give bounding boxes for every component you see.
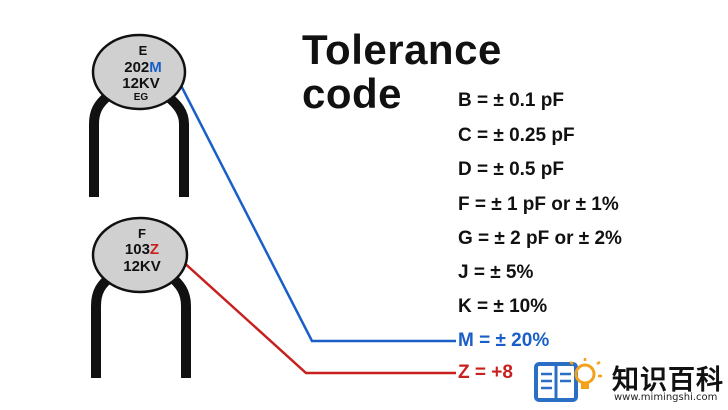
- red-connector-line: [169, 249, 456, 375]
- code-item-g: G = ± 2 pF or ± 2%: [458, 228, 622, 249]
- code-item-d: D = ± 0.5 pF: [458, 159, 564, 180]
- code-item-c: C = ± 0.25 pF: [458, 125, 575, 146]
- capacitor-top-line2: 202M: [124, 59, 162, 76]
- capacitor-bottom-line2: 103Z: [125, 241, 159, 258]
- capacitor-bottom: F 103Z 12KV: [91, 216, 191, 378]
- code-item-m: M = ± 20%: [458, 330, 550, 351]
- capacitor-top-right-leg: [163, 92, 189, 197]
- logo-name: 知识百科: [612, 365, 724, 396]
- title-line1: Tolerance: [302, 26, 502, 73]
- capacitor-bottom-right-leg: [166, 272, 191, 378]
- book-lightbulb-icon: [534, 358, 602, 402]
- capacitor-top-value: 202: [124, 59, 149, 76]
- code-item-k: K = ± 10%: [458, 296, 548, 317]
- capacitor-top-line4: EG: [134, 92, 149, 103]
- code-item-z: Z = +8: [458, 362, 513, 383]
- capacitor-bottom-body: [91, 216, 189, 294]
- blue-connector-line: [169, 65, 456, 343]
- capacitor-top-tolerance-code: M: [149, 59, 162, 76]
- capacitor-bottom-line3: 12KV: [123, 258, 161, 275]
- capacitor-bottom-tolerance-code: Z: [150, 241, 159, 258]
- title-line2: code: [302, 70, 403, 117]
- capacitor-top: E 202M 12KV EG: [89, 33, 189, 197]
- capacitor-bottom-value: 103: [125, 241, 150, 258]
- code-item-f: F = ± 1 pF or ± 1%: [458, 194, 619, 215]
- capacitor-top-line1: E: [139, 43, 148, 58]
- title: Tolerance code: [302, 28, 502, 116]
- capacitor-bottom-line1: F: [138, 226, 146, 241]
- capacitor-top-line3: 12KV: [122, 75, 160, 92]
- capacitor-top-body: [91, 33, 187, 111]
- watermark-logo: 知识百科 www.mimingshi.com: [528, 352, 728, 410]
- logo-url: www.mimingshi.com: [614, 392, 718, 403]
- code-item-b: B = ± 0.1 pF: [458, 90, 564, 111]
- capacitor-bottom-left-leg: [91, 271, 116, 378]
- code-item-j: J = ± 5%: [458, 262, 534, 283]
- capacitor-top-left-leg: [89, 92, 112, 197]
